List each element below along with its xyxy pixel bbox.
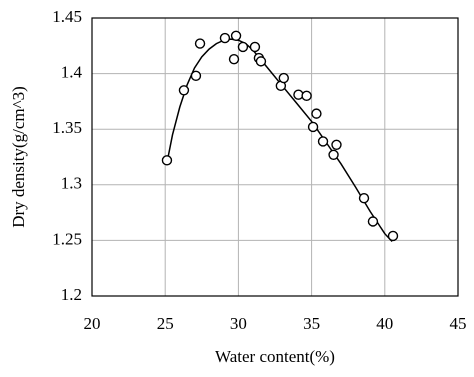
data-point [249, 41, 261, 53]
data-point [358, 192, 370, 204]
fit-curve [167, 38, 393, 243]
y-tick-label: 1.45 [52, 7, 82, 26]
y-axis-title: Dry density(g/cm^3) [9, 86, 28, 228]
data-point [278, 72, 289, 84]
data-point [331, 139, 342, 150]
data-point [178, 85, 190, 96]
x-axis-title: Water content(%) [215, 347, 335, 366]
y-tick-label: 1.25 [52, 229, 82, 248]
y-tick-label: 1.4 [61, 63, 83, 82]
data-point [161, 155, 173, 166]
data-point [219, 32, 231, 44]
data-point [237, 41, 249, 53]
x-tick-label: 30 [230, 314, 247, 333]
data-point [230, 30, 242, 41]
data-point [301, 90, 312, 102]
data-point [307, 121, 319, 133]
data-point [255, 56, 267, 67]
y-tick-label: 1.35 [52, 118, 82, 137]
x-tick-label: 40 [376, 314, 393, 333]
x-tick-label: 45 [450, 314, 467, 333]
data-point [387, 230, 399, 242]
x-tick-label: 25 [157, 314, 174, 333]
data-point [228, 53, 240, 65]
data-point [311, 108, 322, 119]
data-point [317, 136, 329, 147]
x-tick-label: 35 [303, 314, 320, 333]
y-tick-label: 1.3 [61, 174, 82, 193]
data-point [328, 149, 339, 160]
y-tick-label: 1.2 [61, 285, 82, 304]
data-point [190, 70, 202, 82]
x-tick-label: 20 [84, 314, 101, 333]
plot-frame [91, 17, 459, 297]
data-point [367, 216, 379, 227]
data-point [194, 38, 206, 49]
